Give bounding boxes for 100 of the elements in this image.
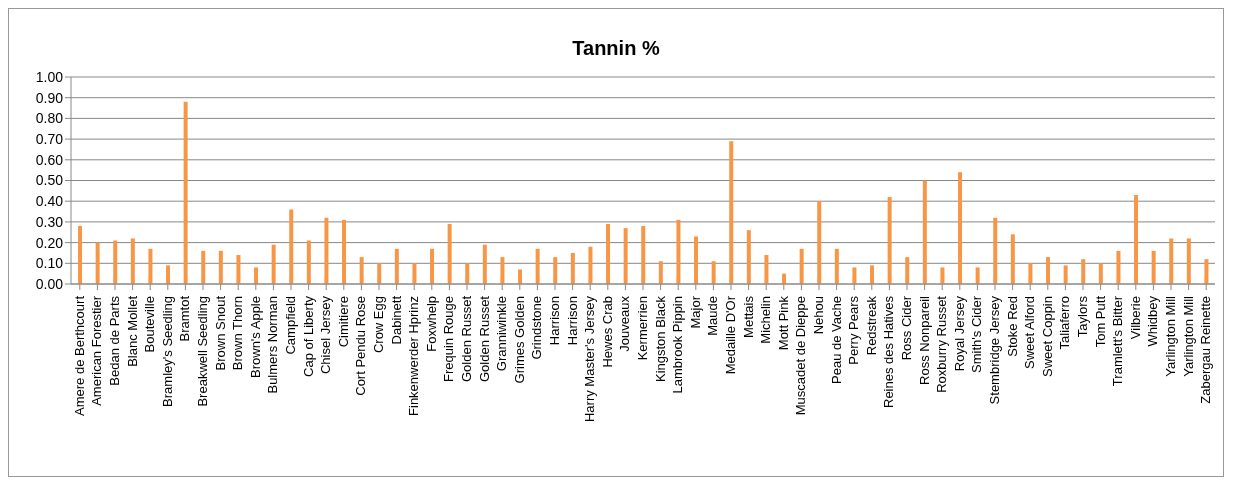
x-tick-label: Taliaferro (1057, 296, 1073, 350)
bar (359, 257, 364, 284)
bar (694, 236, 699, 284)
bar (412, 263, 417, 284)
bar (606, 223, 611, 284)
bar (1134, 194, 1139, 284)
bar (834, 248, 839, 284)
x-tick-label: Maude (705, 296, 721, 336)
bar (1028, 263, 1033, 284)
bar (306, 240, 311, 284)
x-tick-label: Taylors (1075, 295, 1090, 338)
bar (1063, 265, 1068, 284)
x-tick-label: Peau de Vache (828, 296, 844, 384)
y-tick-label: 0.00 (35, 275, 64, 292)
bar (324, 217, 329, 284)
bar (482, 244, 487, 284)
y-tick-label: 0.70 (35, 131, 64, 148)
bar (500, 257, 505, 284)
x-tick-label: Ross Nonpareil (916, 295, 932, 385)
bar (218, 250, 223, 284)
y-tick-label: 0.20 (35, 234, 64, 251)
bar (201, 250, 206, 284)
x-tick-label: Roxburry Russet (934, 295, 950, 393)
bar (729, 141, 734, 284)
bar (95, 242, 100, 284)
x-tick-label: Ross Cider (899, 295, 914, 361)
bar (166, 265, 171, 284)
x-tick-label: Bulmers Norman (265, 296, 281, 394)
x-tick-label: Bouteville (142, 296, 158, 353)
x-tick-label: Golden Russet (476, 295, 492, 382)
x-tick-label: Yarlington Mill (1163, 295, 1178, 377)
x-tick-label: Perry Pears (846, 295, 862, 365)
bar (1186, 238, 1191, 284)
bar (870, 265, 875, 284)
bar (993, 217, 998, 284)
bar (518, 269, 523, 284)
y-tick-label: 0.40 (35, 193, 64, 210)
x-tick-label: Dabinett (388, 295, 404, 345)
bar (588, 246, 593, 284)
x-tick-label: Amere de Berthcourt (71, 295, 87, 416)
x-tick-label: Muscadet de Dieppe (793, 296, 809, 416)
x-tick-label: Harrison (547, 296, 562, 346)
x-tick-label: Brown Thorn (230, 296, 246, 371)
x-tick-label: Finkenwerder Hprinz (406, 296, 422, 416)
bar (535, 248, 540, 284)
x-tick-label: Stoke Red (1004, 296, 1020, 357)
x-tick-label: Sweet Alford (1022, 296, 1038, 369)
x-tick-label: American Forestier (89, 295, 105, 406)
x-tick-label: Yarlington Mill (1180, 295, 1196, 377)
y-tick-label: 1.00 (35, 68, 64, 85)
bar (658, 261, 663, 284)
bar (447, 223, 452, 284)
bar (394, 248, 399, 284)
y-tick-label: 0.50 (35, 172, 64, 189)
bar (852, 267, 857, 284)
x-tick-label: Cap of Liberty (300, 295, 316, 377)
x-tick-label: Grimes Golden (511, 296, 527, 384)
bar (746, 230, 751, 284)
x-tick-label: Sweet Coppin (1039, 296, 1055, 377)
x-tick-label: Nehou (811, 296, 826, 335)
bar (236, 255, 241, 284)
x-tick-label: Mott Pink (775, 295, 791, 351)
bar (570, 252, 575, 284)
bar (940, 267, 945, 284)
bar (799, 248, 804, 284)
bar (1081, 259, 1086, 284)
x-tick-label: Harry Master's Jersey (582, 295, 598, 423)
x-tick-label: Redstreak (863, 295, 879, 356)
x-tick-label: Cimitiere (335, 296, 351, 348)
y-tick-label: 0.90 (35, 89, 64, 106)
x-tick-label: Tramlett's Bitter (1110, 295, 1126, 387)
bar (623, 228, 628, 284)
y-tick-label: 0.80 (35, 110, 64, 127)
x-tick-label: Lambrook Pippin (670, 296, 686, 394)
bar (641, 226, 646, 284)
bar (130, 238, 135, 284)
x-tick-label: Reines des Hatives (881, 295, 897, 408)
x-tick-label: Hewes Crab (599, 296, 615, 368)
x-tick-label: Mettais (740, 295, 756, 338)
bar (905, 257, 910, 284)
bar (465, 263, 470, 284)
y-tick-label: 0.30 (35, 213, 64, 230)
bar (1010, 234, 1015, 284)
x-tick-label: Jouveaux (617, 295, 633, 352)
x-tick-label: Vilberie (1127, 296, 1143, 340)
bar (342, 219, 347, 284)
bar (271, 244, 276, 284)
x-tick-label: Chisel Jersey (318, 295, 334, 375)
bar (289, 209, 294, 284)
x-tick-label: Medaille D'Or (723, 295, 738, 375)
x-tick-label: Crow Egg (371, 296, 386, 354)
x-tick-label: Bramley's Seedling (159, 296, 175, 407)
x-tick-label: Grindstone (529, 296, 545, 360)
x-tick-label: Bramtot (177, 295, 193, 342)
bar (887, 197, 892, 284)
chart-title: Tannin % (571, 37, 661, 61)
x-tick-label: Smith's Cider (969, 295, 985, 373)
x-tick-label: Tom Putt (1092, 295, 1108, 348)
x-tick-label: Michelin (758, 296, 774, 344)
x-tick-label: Kingston Black (652, 295, 668, 382)
